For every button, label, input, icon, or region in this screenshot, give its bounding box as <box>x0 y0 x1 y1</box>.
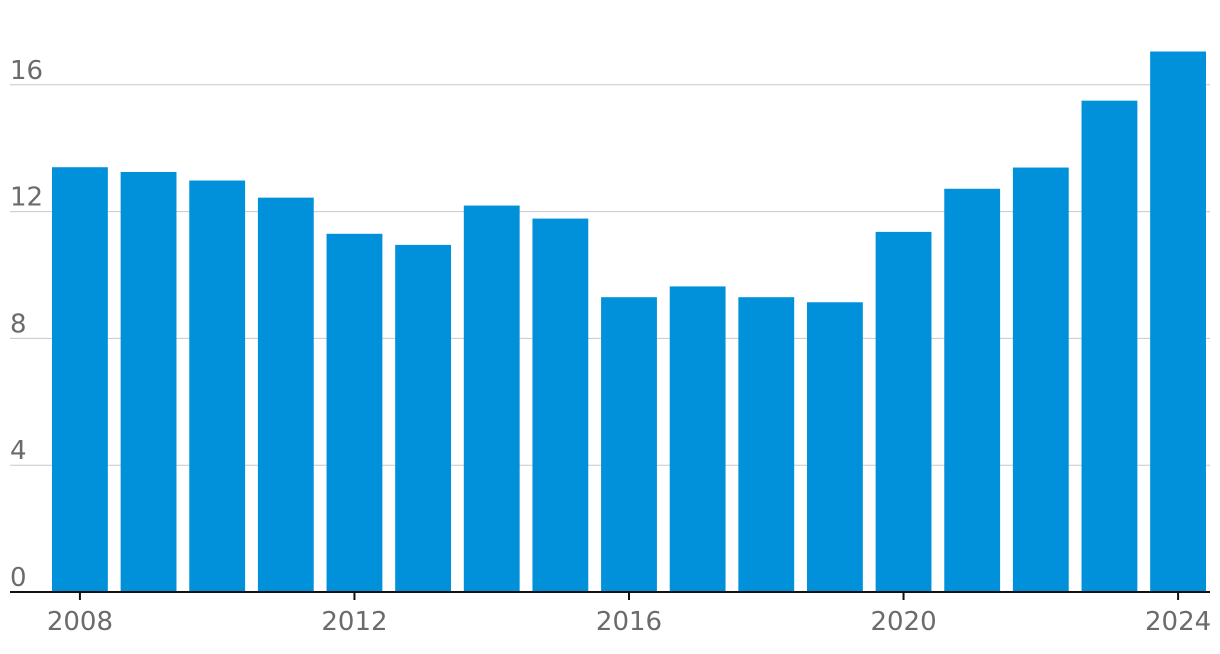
bar-2008 <box>52 167 108 592</box>
bar-2019 <box>806 302 863 592</box>
bar-2020 <box>875 231 932 592</box>
bar-2013 <box>395 244 452 592</box>
bar-2016 <box>601 297 657 592</box>
bar-2021 <box>944 188 1001 592</box>
y-axis-labels: 0 4 8 12 16 <box>10 56 43 593</box>
bars <box>52 51 1206 593</box>
y-tick-label: 0 <box>10 563 27 593</box>
x-axis-labels: 2008 2012 2016 2020 2024 <box>47 592 1211 637</box>
y-tick-label: 8 <box>10 309 27 339</box>
bar-2011 <box>257 197 314 593</box>
x-tick-label: 2024 <box>1145 607 1211 637</box>
bar-2012 <box>326 233 383 593</box>
bar-2010 <box>189 180 246 592</box>
x-tick-label: 2016 <box>596 607 662 637</box>
bar-2009 <box>120 171 177 592</box>
y-tick-label: 4 <box>10 436 27 466</box>
y-tick-label: 16 <box>10 56 43 86</box>
bar-2014 <box>463 205 520 592</box>
bar-2022 <box>1012 167 1069 593</box>
bar-2017 <box>669 286 726 592</box>
bar-2023 <box>1081 100 1138 593</box>
x-tick-label: 2008 <box>47 607 113 637</box>
bar-2018 <box>738 297 795 592</box>
bar-2015 <box>532 218 589 592</box>
bar-2024 <box>1150 51 1206 592</box>
y-tick-label: 12 <box>10 183 43 213</box>
x-tick-label: 2020 <box>870 607 936 637</box>
x-tick-label: 2012 <box>321 607 387 637</box>
